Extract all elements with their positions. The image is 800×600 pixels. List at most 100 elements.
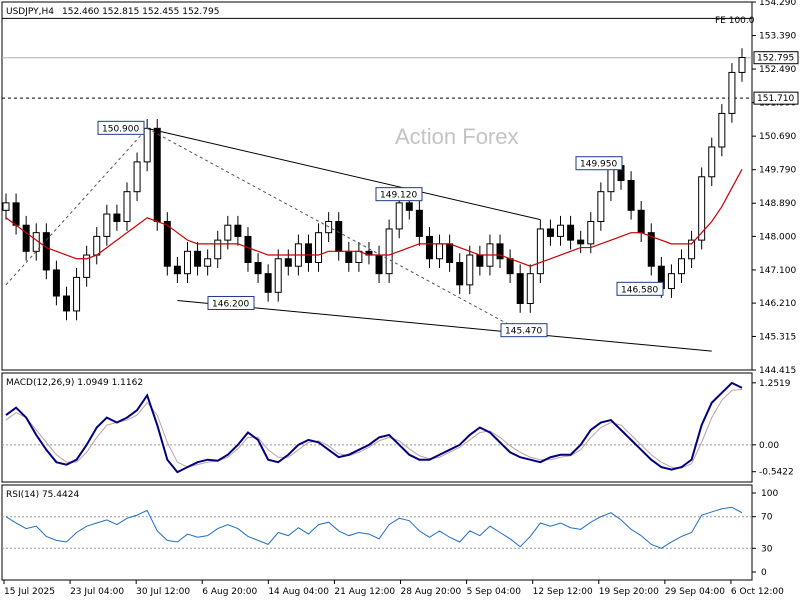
candle-body [345,250,353,263]
candle-body [385,228,393,275]
candle-body [678,258,686,275]
candle-body [12,202,20,226]
x-tick-label: 23 Jul 04:00 [70,587,124,597]
candle-body [113,213,121,222]
candle-body [2,202,10,211]
candle-body [436,243,444,260]
candle-body [577,239,585,245]
x-tick-label: 5 Sep 04:00 [467,587,522,597]
price-callout: 149.120 [380,191,417,201]
candle-body [557,224,565,237]
price-tick-label: 153.390 [759,32,796,42]
fe-label: FE 100.0 [715,16,755,26]
candle-body [194,250,202,267]
candle-body [355,250,363,263]
candle-body [647,232,655,267]
price-callout-box [97,120,145,135]
dashed-trendline [5,127,148,286]
candle-body [274,258,282,293]
candle-body [214,239,222,260]
rsi-tick-label: 70 [761,513,773,523]
candle-body [516,273,524,304]
price-callout: 146.200 [212,299,249,309]
candle-body [425,235,433,260]
rsi-tick-label: 0 [761,568,767,578]
macd-signal-line [5,388,743,469]
candle-body [456,261,464,286]
panel-frame [1,484,753,581]
candle-body [315,232,323,263]
candle-body [163,220,171,267]
candle-body [718,112,726,148]
symbol-label: USDJPY,H4 [6,7,54,17]
current-price-box [753,51,799,65]
price-callout: 146.580 [621,285,658,295]
macd-tick-label: -0.5422 [759,468,794,478]
candle-body [62,295,70,312]
lower-trendline [177,300,712,352]
support-label: 151.710 [757,94,794,104]
price-tick-label: 150.690 [759,132,796,142]
candle-body [224,224,232,241]
macd-title: MACD(12,26,9) 1.0949 1.1162 [6,378,143,388]
candle-body [395,202,403,230]
price-callout: 145.470 [505,327,542,337]
candle-body [476,254,484,267]
price-tick-label: 148.000 [759,232,796,242]
rsi-tick-label: 100 [761,489,778,499]
panel-frames [1,1,753,581]
x-tick-label: 15 Jul 2025 [4,587,55,597]
candle-body [304,243,312,263]
x-tick-label: 30 Jul 12:00 [136,587,190,597]
candle-body [738,57,746,73]
x-tick-label: 28 Aug 20:00 [401,587,462,597]
candle-body [153,127,161,222]
x-tick-label: 21 Aug 12:00 [334,587,395,597]
candle-body [173,265,181,275]
panel-frame [1,1,753,371]
candle-body [244,235,252,263]
candle-body [22,224,30,252]
price-tick-label: 146.210 [759,299,796,309]
price-callout-box [575,156,623,171]
candle-body [728,71,736,114]
x-tick-label: 29 Sep 04:00 [665,587,725,597]
x-tick-label: 14 Aug 04:00 [268,587,329,597]
candle-body [536,228,544,275]
x-tick-label: 6 Oct 12:00 [731,587,784,597]
macd-tick-label: 1.2519 [759,379,791,389]
candle-body [42,232,50,271]
candle-body [466,254,474,286]
price-callout: 150.900 [102,124,139,134]
price-callout: 149.950 [580,160,617,170]
panel-frame [1,372,753,483]
dashed-trendline [146,127,521,332]
candle-body [597,191,605,222]
candle-body [73,276,81,312]
candle-body [103,213,111,237]
price-tick-label: 154.290 [759,0,796,8]
macd-tick-label: 0.00 [759,441,779,451]
price-callout-box [616,281,664,296]
rsi-title: RSI(14) 75.4424 [6,490,79,500]
candle-body [405,202,413,211]
candle-body [264,273,272,293]
candle-body [133,161,141,193]
candle-body [446,243,454,263]
rsi-line [5,506,743,549]
candle-body [688,239,696,260]
candle-body [335,220,343,252]
price-tick-label: 148.890 [759,199,796,209]
candle-body [637,209,645,234]
candle-body [587,220,595,245]
price-callout-box [375,187,423,202]
candle-body [708,146,716,178]
candle-body [284,258,292,267]
candle-body [123,191,131,222]
x-tick-label: 12 Sep 12:00 [533,587,593,597]
candle-body [254,261,262,275]
candle-body [52,269,60,297]
candle-body [567,224,575,241]
